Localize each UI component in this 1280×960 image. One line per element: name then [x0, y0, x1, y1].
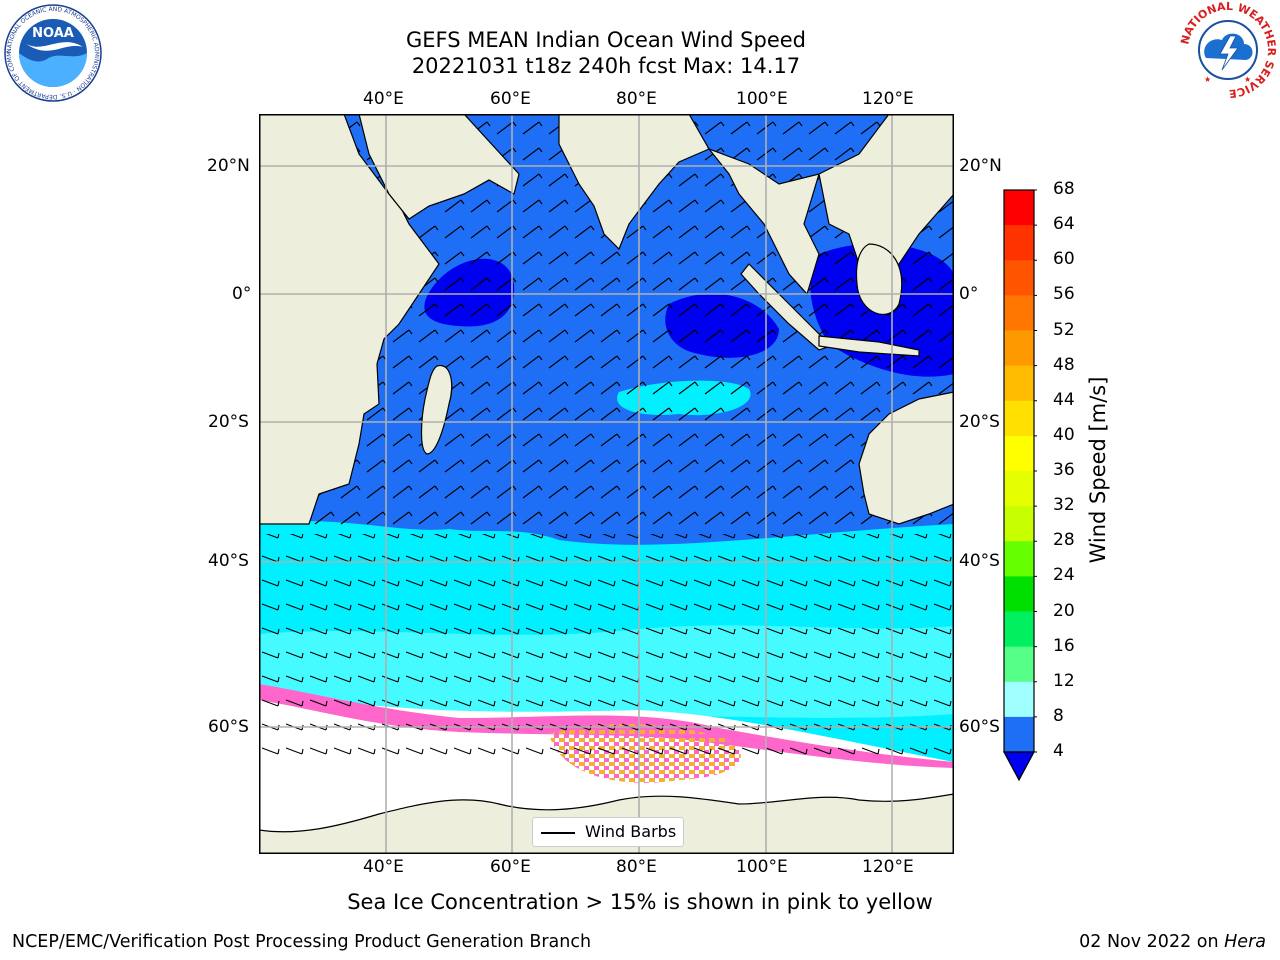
colorbar-tick-label: 52 — [1053, 319, 1075, 340]
colorbar-segment — [1004, 681, 1034, 718]
colorbar-segment — [1004, 435, 1034, 472]
footer-left: NCEP/EMC/Verification Post Processing Pr… — [12, 932, 592, 952]
colorbar-tick-label: 64 — [1053, 214, 1075, 235]
colorbar-segment — [1004, 225, 1034, 261]
land-australia — [858, 391, 954, 525]
colorbar-extend-arrow — [1002, 751, 1036, 782]
chart-title: GEFS MEAN Indian Ocean Wind Speed — [405, 28, 807, 52]
lat-tick-left-0: 0° — [232, 284, 252, 304]
colorbar-tick-label: 44 — [1053, 389, 1075, 410]
lon-tick-top-60e: 60°E — [490, 89, 531, 109]
colorbar-segment — [1004, 506, 1034, 542]
nws-logo: NATIONAL WEATHER SERVICE ★ ★ — [1178, 0, 1278, 100]
land-borneo — [855, 243, 903, 315]
lon-tick-bottom-40e: 40°E — [363, 857, 404, 877]
lon-tick-bottom-80e: 80°E — [616, 857, 657, 877]
colorbar-tick-label: 68 — [1053, 179, 1075, 199]
sea-ice-note: Sea Ice Concentration > 15% is shown in … — [347, 890, 933, 914]
colorbar-tick-label: 28 — [1053, 530, 1075, 551]
lat-tick-left-20s: 20°S — [208, 412, 249, 432]
colorbar-label: Wind Speed [m/s] — [1086, 376, 1110, 564]
chart-subtitle: 20221031 t18z 240h fcst Max: 14.17 — [411, 54, 801, 78]
colorbar-tick-label: 32 — [1053, 495, 1075, 516]
colorbar-tick-label: 12 — [1053, 670, 1075, 691]
svg-text:★: ★ — [1244, 75, 1251, 84]
land-java — [818, 335, 920, 357]
lat-tick-left-60s: 60°S — [208, 717, 249, 737]
lon-tick-bottom-60e: 60°E — [490, 857, 531, 877]
land-madagascar — [420, 365, 453, 455]
noaa-logo: NATIONAL OCEANIC AND ATMOSPHERIC ADMINIS… — [3, 3, 102, 102]
lat-tick-right-20s: 20°S — [959, 412, 1000, 432]
map-legend: Wind Barbs — [532, 817, 684, 847]
colorbar-tick-label: 8 — [1053, 705, 1064, 726]
colorbar-segment — [1004, 190, 1034, 226]
svg-text:★: ★ — [1204, 75, 1211, 84]
footer-host: Hera — [1224, 932, 1266, 952]
colorbar-segment — [1004, 295, 1034, 331]
colorbar-tick-label: 48 — [1053, 354, 1075, 375]
lon-tick-top-100e: 100°E — [736, 89, 788, 109]
lon-tick-top-120e: 120°E — [862, 89, 914, 109]
gridlines — [259, 114, 954, 854]
colorbar-segment — [1004, 330, 1034, 367]
footer-right: 02 Nov 2022 on Hera — [1079, 932, 1266, 952]
colorbar-tick-label: 36 — [1053, 460, 1075, 480]
colorbar-segment — [1004, 471, 1034, 507]
colorbar-segment — [1004, 365, 1034, 402]
colorbar-segment — [1004, 716, 1034, 753]
land-sumatra — [740, 263, 833, 351]
colorbar-segment — [1004, 400, 1034, 437]
legend-label: Wind Barbs — [585, 822, 677, 841]
colorbar-tick-label: 20 — [1053, 600, 1075, 621]
wind-barb-legend-line — [541, 832, 575, 834]
footer-date: 02 Nov 2022 on — [1079, 932, 1225, 952]
wind-speed-map — [259, 114, 954, 854]
lat-tick-right-20n: 20°N — [959, 156, 1002, 176]
colorbar-tick-label: 40 — [1053, 424, 1075, 445]
lat-tick-left-40s: 40°S — [208, 551, 249, 571]
colorbar-segment — [1004, 611, 1034, 648]
colorbar-tick-label: 4 — [1053, 741, 1064, 761]
colorbar-segment — [1004, 646, 1034, 683]
lon-tick-bottom-120e: 120°E — [862, 857, 914, 877]
colorbar-segment — [1004, 541, 1034, 577]
wind-barbs-south — [259, 534, 954, 764]
colorbar-tick-label: 24 — [1053, 565, 1075, 586]
colorbar-segment — [1004, 576, 1034, 612]
lon-tick-bottom-100e: 100°E — [736, 857, 788, 877]
wind-speed-colorbar — [1002, 189, 1037, 782]
svg-text:NOAA: NOAA — [32, 26, 74, 41]
colorbar-segment — [1004, 260, 1034, 296]
colorbar-tick-label: 16 — [1053, 635, 1075, 656]
lon-tick-top-80e: 80°E — [616, 89, 657, 109]
lat-tick-right-0: 0° — [959, 284, 979, 304]
colorbar-tick-label: 60 — [1053, 249, 1075, 270]
lat-tick-left-20n: 20°N — [207, 156, 250, 176]
lat-tick-right-40s: 40°S — [959, 551, 1000, 571]
lat-tick-right-60s: 60°S — [959, 717, 1000, 737]
land-india — [558, 114, 710, 251]
colorbar-tick-label: 56 — [1053, 284, 1075, 305]
lon-tick-top-40e: 40°E — [363, 89, 404, 109]
